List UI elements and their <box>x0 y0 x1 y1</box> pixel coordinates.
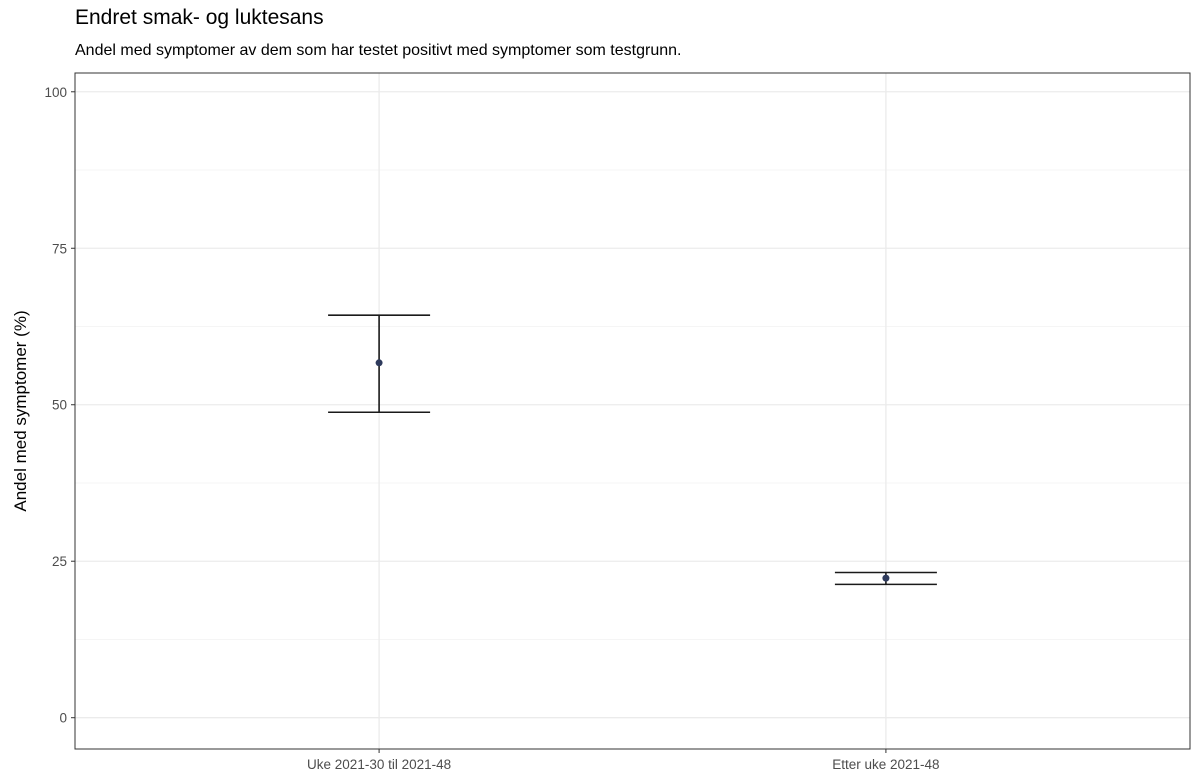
grid-lines <box>75 73 1190 749</box>
y-tick-label: 25 <box>52 554 67 569</box>
x-axis-ticks: Uke 2021-30 til 2021-48 Etter uke 2021-48 <box>307 749 940 772</box>
y-axis-title: Andel med symptomer (%) <box>11 310 30 511</box>
y-axis-ticks: 0 25 50 75 100 <box>44 85 75 726</box>
chart-title: Endret smak- og luktesans <box>75 6 324 29</box>
data-point <box>375 359 383 367</box>
x-tick-label: Uke 2021-30 til 2021-48 <box>307 757 451 772</box>
chart-subtitle: Andel med symptomer av dem som har teste… <box>75 42 682 59</box>
y-tick-label: 50 <box>52 398 67 413</box>
data-point <box>882 574 890 582</box>
data-marks <box>328 314 937 586</box>
y-tick-label: 75 <box>52 241 67 256</box>
panel-border <box>74 72 1191 750</box>
y-tick-label: 100 <box>44 85 67 100</box>
x-tick-label: Etter uke 2021-48 <box>832 757 939 772</box>
y-tick-label: 0 <box>59 711 67 726</box>
